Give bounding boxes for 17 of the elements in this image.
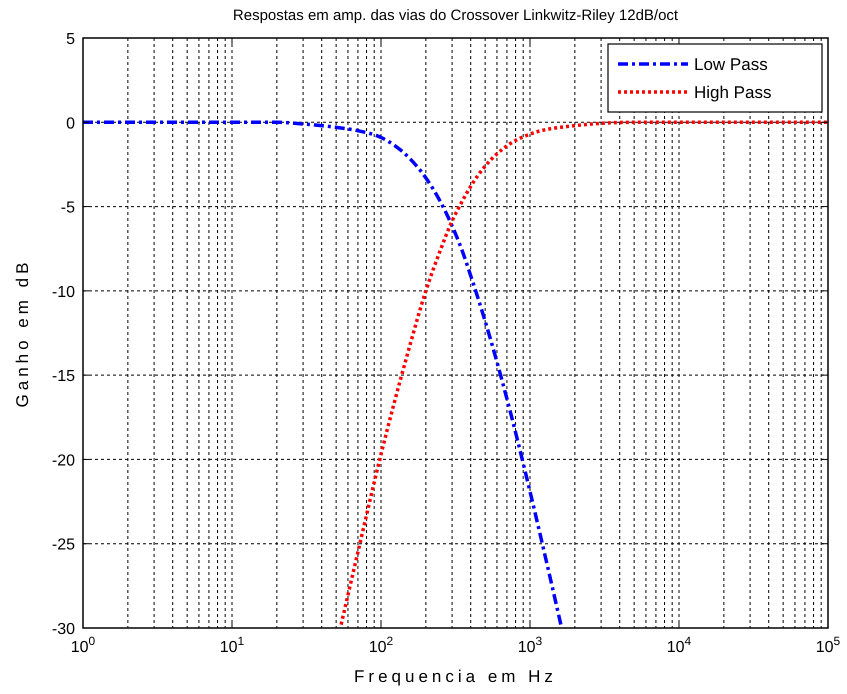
y-tick-label: -25 bbox=[52, 536, 76, 554]
x-axis-title: Frequencia em Hz bbox=[354, 667, 557, 686]
y-tick-label: 5 bbox=[66, 31, 76, 48]
y-axis-title: Ganho em dB bbox=[13, 258, 32, 408]
y-tick-label: -20 bbox=[52, 452, 76, 470]
y-tick-label: 0 bbox=[66, 115, 76, 132]
x-tick-label: 10$^{2}$ bbox=[368, 634, 394, 656]
chart-title: Respostas em amp. das vias do Crossover Linkwitz-Riley 12dB/oct bbox=[232, 7, 679, 24]
y-tick-label: -15 bbox=[52, 368, 76, 386]
x-tick-label: 10$^{5}$ bbox=[816, 634, 841, 656]
legend-label: Low Pass bbox=[694, 55, 768, 74]
x-tick-label: 10$^{3}$ bbox=[518, 634, 543, 656]
legend-label: High Pass bbox=[694, 83, 772, 102]
y-tick-label: -5 bbox=[60, 200, 76, 217]
y-tick-label: -10 bbox=[52, 284, 76, 301]
x-tick-label: 10$^{1}$ bbox=[220, 634, 245, 656]
x-tick-label: 10$^{4}$ bbox=[666, 634, 692, 656]
